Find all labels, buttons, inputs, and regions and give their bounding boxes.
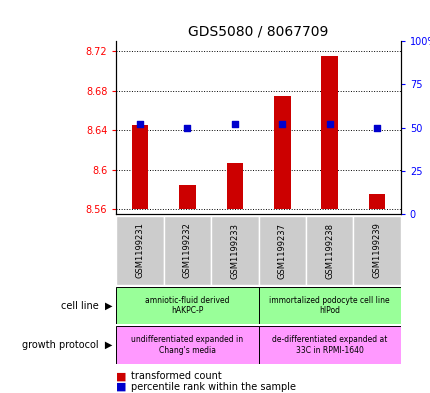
Point xyxy=(136,121,143,127)
Point xyxy=(231,121,238,127)
Bar xyxy=(305,216,353,285)
Bar xyxy=(353,216,400,285)
Text: ■: ■ xyxy=(116,371,126,382)
Text: immortalized podocyte cell line
hIPod: immortalized podocyte cell line hIPod xyxy=(269,296,389,315)
Bar xyxy=(258,326,400,364)
Bar xyxy=(116,216,163,285)
Bar xyxy=(116,326,258,364)
Bar xyxy=(368,195,384,209)
Bar xyxy=(163,216,211,285)
Point xyxy=(184,125,190,131)
Text: GSM1199238: GSM1199238 xyxy=(325,222,333,279)
Point xyxy=(278,121,285,127)
Text: percentile rank within the sample: percentile rank within the sample xyxy=(131,382,296,392)
Text: GSM1199233: GSM1199233 xyxy=(230,222,239,279)
Text: de-differentiated expanded at
33C in RPMI-1640: de-differentiated expanded at 33C in RPM… xyxy=(271,335,387,354)
Bar xyxy=(211,216,258,285)
Bar xyxy=(321,56,337,209)
Title: GDS5080 / 8067709: GDS5080 / 8067709 xyxy=(188,25,328,39)
Text: GSM1199231: GSM1199231 xyxy=(135,222,144,279)
Bar xyxy=(258,287,400,324)
Bar xyxy=(116,287,258,324)
Bar xyxy=(179,185,195,209)
Text: GSM1199232: GSM1199232 xyxy=(183,222,191,279)
Bar xyxy=(258,216,305,285)
Bar xyxy=(132,125,148,209)
Text: GSM1199237: GSM1199237 xyxy=(277,222,286,279)
Text: undifferentiated expanded in
Chang's media: undifferentiated expanded in Chang's med… xyxy=(131,335,243,354)
Text: transformed count: transformed count xyxy=(131,371,222,382)
Text: cell line  ▶: cell line ▶ xyxy=(61,301,112,311)
Text: ■: ■ xyxy=(116,382,126,392)
Text: growth protocol  ▶: growth protocol ▶ xyxy=(22,340,112,350)
Text: amniotic-fluid derived
hAKPC-P: amniotic-fluid derived hAKPC-P xyxy=(145,296,229,315)
Bar xyxy=(226,163,243,209)
Text: GSM1199239: GSM1199239 xyxy=(372,222,381,279)
Point xyxy=(373,125,380,131)
Bar xyxy=(273,95,290,209)
Point xyxy=(326,121,332,127)
